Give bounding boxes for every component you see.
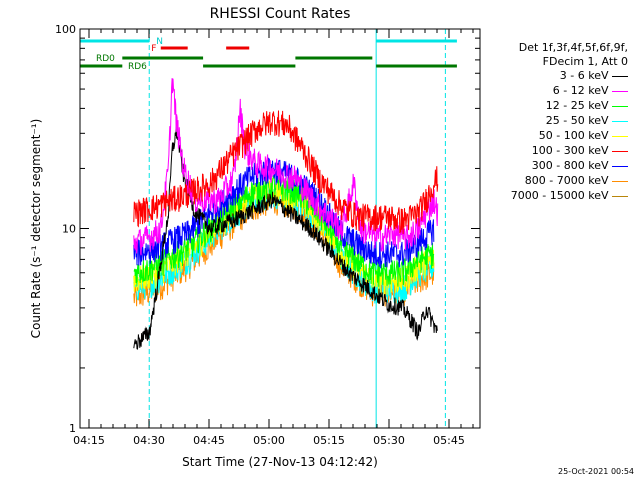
legend-swatch — [612, 180, 628, 182]
x-tick-label: 04:45 — [193, 434, 225, 447]
legend-item: 3 - 6 keV — [560, 70, 628, 82]
legend-item: 12 - 25 keV — [546, 100, 628, 112]
y-tick-label: 10 — [62, 223, 76, 236]
plot-marks: NF RD0 RD6 — [79, 29, 457, 428]
legend-swatch — [612, 135, 628, 137]
x-tick-label: 04:15 — [73, 434, 105, 447]
legend-swatch — [612, 165, 628, 167]
x-tick-label: 05:15 — [313, 434, 345, 447]
series-line-3-to-6keV — [133, 126, 439, 350]
legend-item: 300 - 800 keV — [532, 160, 628, 172]
annotation-label-f: F — [151, 44, 156, 54]
y-axis-label: Count Rate (s⁻¹ detector segment⁻¹) — [29, 119, 43, 339]
y-tick-label: 1 — [69, 422, 76, 435]
annotation-label-rd6: RD6 — [128, 62, 147, 72]
footer-timestamp: 25-Oct-2021 00:54 — [558, 467, 634, 476]
x-tick-label: 05:00 — [253, 434, 285, 447]
legend-swatch — [612, 75, 628, 77]
legend-swatch — [612, 150, 628, 152]
legend-item: 100 - 300 keV — [532, 145, 628, 157]
legend-item: 7000 - 15000 keV — [511, 190, 628, 202]
legend-swatch — [612, 105, 628, 107]
y-tick-label: 100 — [55, 23, 76, 36]
legend-item-label: 7000 - 15000 keV — [510, 189, 612, 202]
chart-title: RHESSI Count Rates — [210, 6, 351, 22]
legend-swatch — [612, 120, 628, 122]
legend-item-label: 12 - 25 keV — [545, 99, 612, 112]
series-line-100-to-300keV — [133, 110, 439, 235]
annotation-label-n: N — [156, 37, 163, 47]
legend-item: 6 - 12 keV — [553, 85, 628, 97]
legend-item: 50 - 100 keV — [539, 130, 628, 142]
x-tick-label: 04:30 — [133, 434, 165, 447]
series-line-6-to-12keV — [133, 78, 439, 256]
legend-item: 800 - 7000 keV — [525, 175, 628, 187]
legend-swatch — [612, 90, 628, 92]
x-tick-label: 05:30 — [373, 434, 405, 447]
legend-header-line: FDecim 1, Att 0 — [542, 55, 628, 68]
legend-header-line: Det 1f,3f,4f,5f,6f,9f, — [518, 41, 628, 54]
x-axis-label: Start Time (27-Nov-13 04:12:42) — [182, 455, 378, 469]
legend-item-label: 300 - 800 keV — [531, 159, 612, 172]
legend-item-label: 800 - 7000 keV — [524, 174, 612, 187]
legend-swatch — [612, 195, 628, 197]
legend-item-label: 3 - 6 keV — [559, 69, 612, 82]
x-tick-label: 05:45 — [433, 434, 465, 447]
legend-item-label: 25 - 50 keV — [545, 114, 612, 127]
legend-item-label: 100 - 300 keV — [531, 144, 612, 157]
axes: 1 10 100 04:15 04:30 04:45 05:00 05:15 05:30 05:4… — [29, 6, 481, 469]
legend-item: 25 - 50 keV — [546, 115, 628, 127]
legend-item-label: 50 - 100 keV — [538, 129, 612, 142]
series-line-300-to-800keV — [133, 157, 435, 269]
annotation-label-rd0: RD0 — [96, 54, 115, 64]
legend-item-label: 6 - 12 keV — [552, 84, 612, 97]
